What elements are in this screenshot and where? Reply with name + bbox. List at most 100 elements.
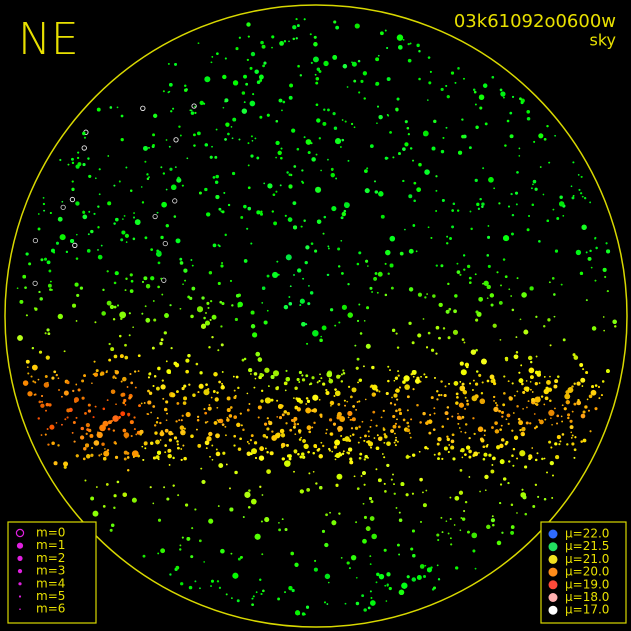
star xyxy=(256,156,260,160)
magnitude-label: m=2 xyxy=(36,551,65,565)
star xyxy=(479,490,481,493)
star xyxy=(203,408,206,410)
star xyxy=(250,135,253,138)
star xyxy=(322,121,327,126)
star xyxy=(588,394,593,399)
star xyxy=(126,451,130,455)
star xyxy=(339,416,346,422)
star xyxy=(351,387,357,393)
star xyxy=(478,94,485,100)
star xyxy=(103,450,110,457)
star xyxy=(214,155,218,159)
star xyxy=(123,457,127,461)
star xyxy=(508,460,511,463)
star xyxy=(450,445,455,450)
star xyxy=(446,406,450,409)
star xyxy=(84,479,87,482)
star xyxy=(449,237,452,240)
star xyxy=(500,284,502,287)
star xyxy=(222,74,227,80)
star xyxy=(507,205,511,208)
star xyxy=(191,286,196,291)
star xyxy=(288,296,291,298)
star xyxy=(325,428,328,431)
star xyxy=(84,411,87,415)
star xyxy=(195,362,199,366)
star xyxy=(210,300,213,303)
star xyxy=(441,425,445,428)
star xyxy=(242,428,245,431)
star xyxy=(302,439,306,443)
star xyxy=(346,451,349,454)
brightness-symbol xyxy=(548,529,558,539)
star xyxy=(226,396,231,401)
star xyxy=(362,365,365,368)
star xyxy=(141,280,145,283)
star xyxy=(50,280,52,283)
star xyxy=(437,437,442,442)
star xyxy=(435,189,438,192)
star xyxy=(532,179,537,184)
star xyxy=(518,154,521,157)
star xyxy=(53,461,58,466)
star xyxy=(445,309,450,314)
star xyxy=(393,483,395,485)
star xyxy=(550,446,553,449)
star xyxy=(291,128,296,133)
star xyxy=(419,421,422,424)
star xyxy=(453,524,456,526)
star xyxy=(270,375,275,379)
star xyxy=(262,589,265,593)
star xyxy=(462,390,467,395)
star xyxy=(256,210,261,215)
star xyxy=(463,268,466,271)
star xyxy=(440,380,443,383)
star xyxy=(404,142,409,147)
star xyxy=(410,547,414,551)
star xyxy=(365,343,371,349)
star xyxy=(220,325,223,328)
star xyxy=(534,396,541,403)
star xyxy=(221,210,225,214)
star xyxy=(41,400,43,403)
star xyxy=(284,460,291,467)
star xyxy=(298,370,303,375)
star xyxy=(156,417,159,419)
star xyxy=(250,154,254,158)
star xyxy=(209,155,213,159)
star xyxy=(505,418,508,421)
star xyxy=(395,389,398,392)
star xyxy=(300,436,302,439)
star xyxy=(133,212,135,214)
star xyxy=(246,440,249,443)
star xyxy=(150,441,154,445)
star xyxy=(534,370,539,375)
star xyxy=(455,401,459,405)
star xyxy=(522,390,526,394)
star xyxy=(341,272,344,275)
star xyxy=(240,555,243,559)
star xyxy=(86,249,91,253)
star xyxy=(241,358,245,362)
star xyxy=(481,381,484,384)
star xyxy=(367,441,373,447)
star xyxy=(334,439,340,446)
star xyxy=(516,390,519,393)
star xyxy=(329,432,333,436)
star xyxy=(369,144,374,148)
star xyxy=(459,469,463,472)
star xyxy=(320,377,323,380)
star xyxy=(394,376,398,380)
star xyxy=(459,385,466,392)
star xyxy=(247,35,250,38)
star xyxy=(53,370,57,374)
star xyxy=(495,402,497,404)
star xyxy=(382,427,385,429)
star xyxy=(360,475,363,477)
star xyxy=(144,236,148,240)
star xyxy=(57,444,60,447)
star xyxy=(235,82,238,85)
star xyxy=(204,421,207,424)
star xyxy=(226,418,230,422)
star xyxy=(196,131,201,136)
